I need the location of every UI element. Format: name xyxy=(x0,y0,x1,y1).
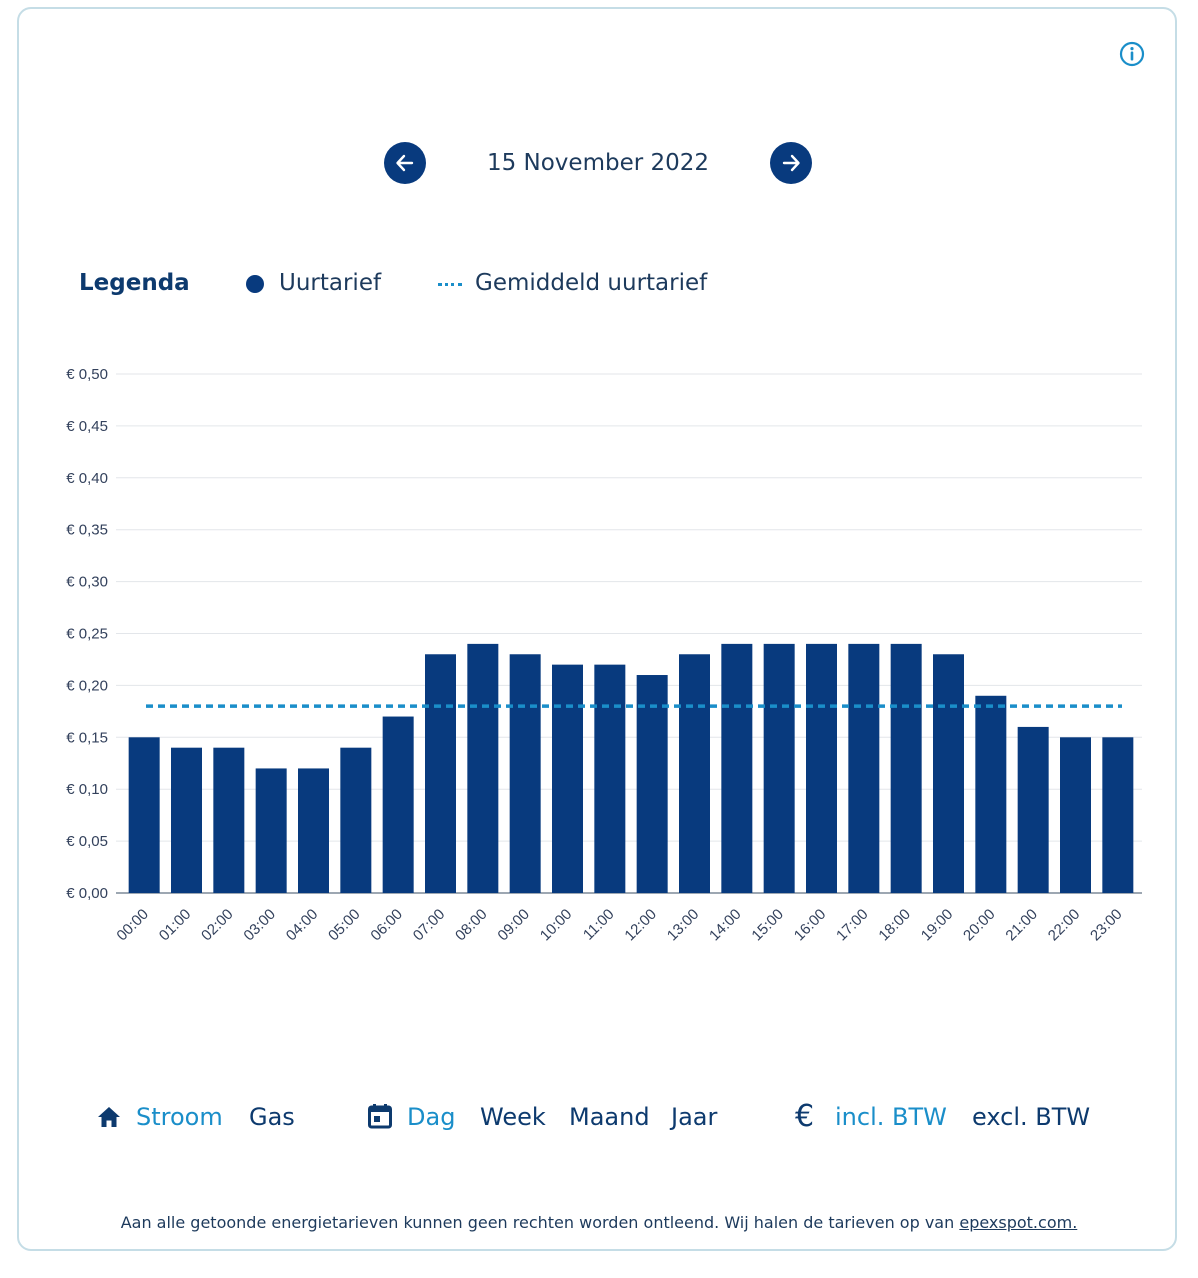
legend-bar-label: Uurtarief xyxy=(279,270,382,296)
x-tick-label: 17:00 xyxy=(833,906,872,945)
bar xyxy=(1017,726,1049,893)
bar xyxy=(509,654,541,893)
x-tick-label: 12:00 xyxy=(621,906,660,945)
x-tick-label: 01:00 xyxy=(156,906,195,945)
y-tick-label: € 0,50 xyxy=(66,366,108,383)
energy-option-stroom[interactable]: Stroom xyxy=(136,1103,223,1131)
x-tick-label: 09:00 xyxy=(494,906,533,945)
period-option-jaar[interactable]: Jaar xyxy=(671,1103,718,1131)
next-day-button[interactable] xyxy=(770,142,812,184)
x-tick-label: 22:00 xyxy=(1045,906,1084,945)
x-tick-label: 23:00 xyxy=(1087,906,1126,945)
y-tick-label: € 0,25 xyxy=(66,626,108,643)
x-tick-label: 14:00 xyxy=(706,906,745,945)
bar xyxy=(806,643,837,893)
bar xyxy=(552,664,583,893)
bar xyxy=(763,643,795,893)
x-tick-label: 15:00 xyxy=(748,906,787,945)
y-tick-label: € 0,30 xyxy=(66,574,108,591)
x-tick-label: 00:00 xyxy=(113,906,152,945)
bar xyxy=(425,654,456,893)
bar xyxy=(890,643,922,893)
bar xyxy=(848,643,880,893)
bar xyxy=(636,675,668,893)
bar xyxy=(1102,737,1134,893)
arrow-left-icon xyxy=(396,154,414,172)
vat-option-incl[interactable]: incl. BTW xyxy=(835,1103,947,1131)
y-tick-label: € 0,05 xyxy=(66,833,108,850)
calendar-icon xyxy=(368,1103,392,1133)
x-tick-label: 18:00 xyxy=(875,906,914,945)
y-tick-label: € 0,20 xyxy=(66,677,108,694)
info-icon[interactable] xyxy=(1118,40,1146,68)
period-option-maand[interactable]: Maand xyxy=(569,1103,650,1131)
bar xyxy=(467,643,499,893)
bar xyxy=(128,737,160,893)
epexspot-link[interactable]: epexspot.com. xyxy=(959,1213,1078,1232)
bar xyxy=(933,654,964,893)
bar xyxy=(382,716,414,893)
disclaimer-text: Aan alle getoonde energietarieven kunnen… xyxy=(120,1213,955,1232)
chart-legend: Legenda Uurtarief Gemiddeld uurtarief xyxy=(0,268,1198,304)
x-tick-label: 21:00 xyxy=(1002,906,1041,945)
previous-day-button[interactable] xyxy=(384,142,426,184)
x-tick-label: 19:00 xyxy=(918,906,957,945)
bar xyxy=(213,747,245,893)
x-tick-label: 08:00 xyxy=(452,906,491,945)
x-tick-label: 11:00 xyxy=(580,906,618,944)
bar xyxy=(975,695,1007,893)
y-tick-label: € 0,10 xyxy=(66,781,108,798)
hourly-price-chart: € 0,00 € 0,05 € 0,10 € 0,15 € 0,20 € 0,25 € 0,… xyxy=(66,366,1142,945)
x-tick-label: 16:00 xyxy=(791,906,830,945)
legend-average-marker xyxy=(438,283,462,286)
period-option-week[interactable]: Week xyxy=(480,1103,546,1131)
y-tick-label: € 0,00 xyxy=(66,885,108,902)
price-card xyxy=(17,7,1177,1251)
home-icon xyxy=(96,1105,122,1133)
y-tick-label: € 0,35 xyxy=(66,522,108,539)
legend-bar-marker xyxy=(246,275,264,293)
bar xyxy=(594,664,626,893)
euro-icon: € xyxy=(795,1099,815,1134)
energy-option-gas[interactable]: Gas xyxy=(249,1103,295,1131)
bar xyxy=(255,768,287,893)
x-tick-label: 10:00 xyxy=(537,906,576,945)
bar xyxy=(298,768,329,893)
x-tick-label: 13:00 xyxy=(664,906,703,945)
bar xyxy=(1060,737,1091,893)
period-option-dag[interactable]: Dag xyxy=(407,1103,456,1131)
x-tick-label: 07:00 xyxy=(410,906,449,945)
x-tick-label: 06:00 xyxy=(367,906,406,945)
legend-average-label: Gemiddeld uurtarief xyxy=(475,270,708,296)
x-tick-label: 04:00 xyxy=(283,906,322,945)
legend-title: Legenda xyxy=(79,270,190,296)
bar xyxy=(340,747,372,893)
disclaimer: Aan alle getoonde energietarieven kunnen… xyxy=(0,1213,1198,1232)
bar xyxy=(679,654,710,893)
y-tick-label: € 0,45 xyxy=(66,418,108,435)
x-tick-label: 20:00 xyxy=(960,906,999,945)
bar xyxy=(171,747,202,893)
vat-option-excl[interactable]: excl. BTW xyxy=(972,1103,1091,1131)
y-tick-label: € 0,15 xyxy=(66,729,108,746)
y-tick-label: € 0,40 xyxy=(66,470,108,487)
bar xyxy=(721,643,753,893)
selected-date: 15 November 2022 xyxy=(486,150,710,176)
x-tick-label: 02:00 xyxy=(198,906,237,945)
arrow-right-icon xyxy=(782,154,800,172)
x-tick-label: 03:00 xyxy=(240,906,279,945)
x-tick-label: 05:00 xyxy=(325,906,364,945)
